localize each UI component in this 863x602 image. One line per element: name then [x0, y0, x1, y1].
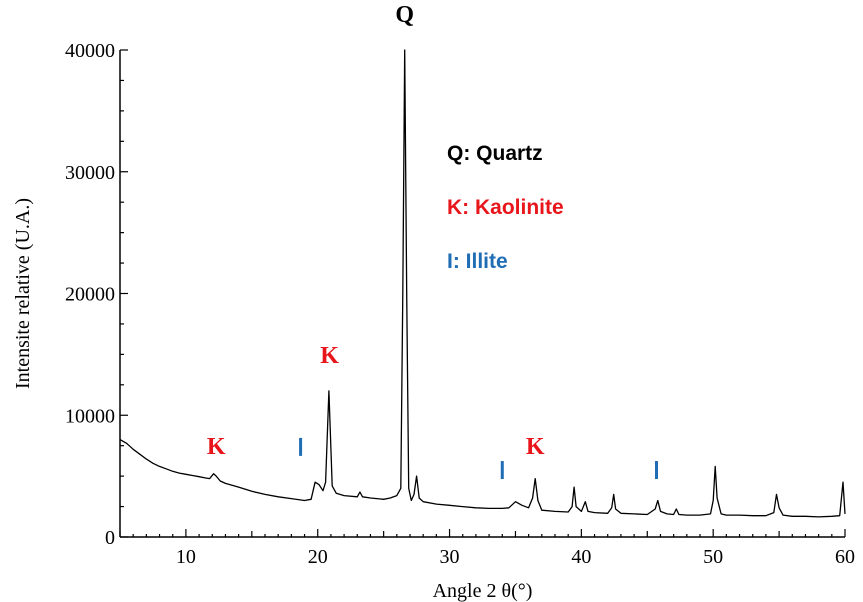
axes: 10 20 30 40 50 60 0 10000 20000 30000 40000: [65, 40, 855, 568]
illite-marker: [655, 461, 658, 480]
y-ticks: 0 10000 20000 30000 40000: [65, 40, 128, 549]
x-tick-label: 10: [176, 546, 196, 568]
x-tick-label: 30: [440, 546, 460, 568]
y-tick-label: 10000: [65, 405, 115, 427]
legend: Q: Quartz K: Kaolinite I: Illite: [447, 142, 564, 273]
x-axis-title: Angle 2 θ(°): [433, 580, 533, 602]
y-tick-label: 40000: [65, 40, 115, 62]
illite-marker: [299, 437, 303, 456]
peak-annotations: Q K K K: [207, 2, 658, 480]
y-axis-title: Intensite relative (U.A.): [12, 198, 34, 389]
legend-entry: I: Illite: [447, 250, 508, 273]
legend-entry: Q: Quartz: [447, 142, 543, 165]
y-tick-label: 30000: [65, 162, 115, 184]
y-tick-label: 20000: [65, 284, 115, 306]
x-tick-label: 50: [703, 546, 723, 568]
x-tick-label: 40: [571, 546, 591, 568]
legend-entry: K: Kaolinite: [447, 196, 564, 219]
peak-label-k: K: [526, 434, 545, 460]
peak-label-q: Q: [395, 2, 414, 28]
illite-marker: [500, 461, 504, 480]
peak-label-k: K: [207, 434, 226, 460]
x-tick-label: 60: [835, 546, 855, 568]
diffraction-series-line: [119, 49, 846, 518]
y-tick-label: 0: [105, 527, 115, 549]
x-ticks: 10 20 30 40 50 60: [119, 529, 855, 568]
x-tick-label: 20: [308, 546, 328, 568]
peak-label-k: K: [320, 343, 339, 369]
